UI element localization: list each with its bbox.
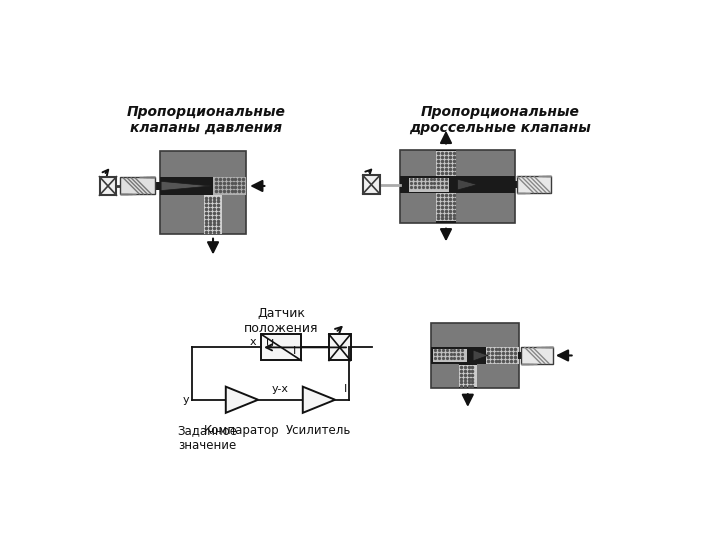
Polygon shape — [303, 387, 335, 413]
Text: Датчик
положения: Датчик положения — [244, 307, 318, 335]
Bar — [160, 151, 246, 234]
Bar — [431, 323, 519, 388]
Bar — [408, 181, 467, 188]
Text: I: I — [344, 384, 348, 394]
Bar — [120, 182, 160, 190]
Bar — [261, 334, 301, 361]
Polygon shape — [226, 387, 258, 413]
Bar — [459, 364, 477, 388]
Bar — [431, 347, 519, 364]
Text: Заданное
значение: Заданное значение — [177, 423, 238, 451]
Bar — [160, 177, 246, 195]
Bar — [433, 348, 467, 362]
Bar — [517, 176, 551, 193]
Bar — [436, 193, 456, 221]
Polygon shape — [473, 350, 488, 361]
Bar — [120, 178, 155, 194]
Bar — [436, 150, 456, 176]
Bar — [518, 352, 553, 359]
Bar — [436, 151, 456, 176]
Bar — [432, 352, 484, 359]
Text: x: x — [250, 336, 256, 347]
Bar — [363, 176, 379, 194]
Polygon shape — [161, 181, 211, 191]
Text: U: U — [266, 339, 274, 349]
Bar — [213, 177, 246, 195]
Bar — [485, 347, 519, 364]
Bar — [521, 347, 553, 364]
Text: y: y — [183, 395, 189, 405]
Bar — [459, 364, 477, 387]
Bar — [204, 195, 222, 234]
Bar — [329, 334, 351, 361]
Bar — [400, 150, 516, 222]
Bar — [409, 178, 449, 192]
Bar — [400, 176, 516, 193]
Text: Пропорциональные
дроссельные клапаны: Пропорциональные дроссельные клапаны — [409, 105, 591, 135]
Text: Усилитель: Усилитель — [287, 423, 351, 437]
Text: Компаратор: Компаратор — [204, 423, 280, 437]
Bar — [514, 181, 551, 188]
Text: y-x: y-x — [272, 384, 289, 394]
Text: I: I — [293, 346, 297, 356]
Bar — [99, 177, 117, 195]
Bar — [204, 195, 222, 234]
Polygon shape — [457, 179, 477, 190]
Bar — [436, 193, 456, 222]
Text: Пропорциональные
клапаны давления: Пропорциональные клапаны давления — [126, 105, 285, 135]
